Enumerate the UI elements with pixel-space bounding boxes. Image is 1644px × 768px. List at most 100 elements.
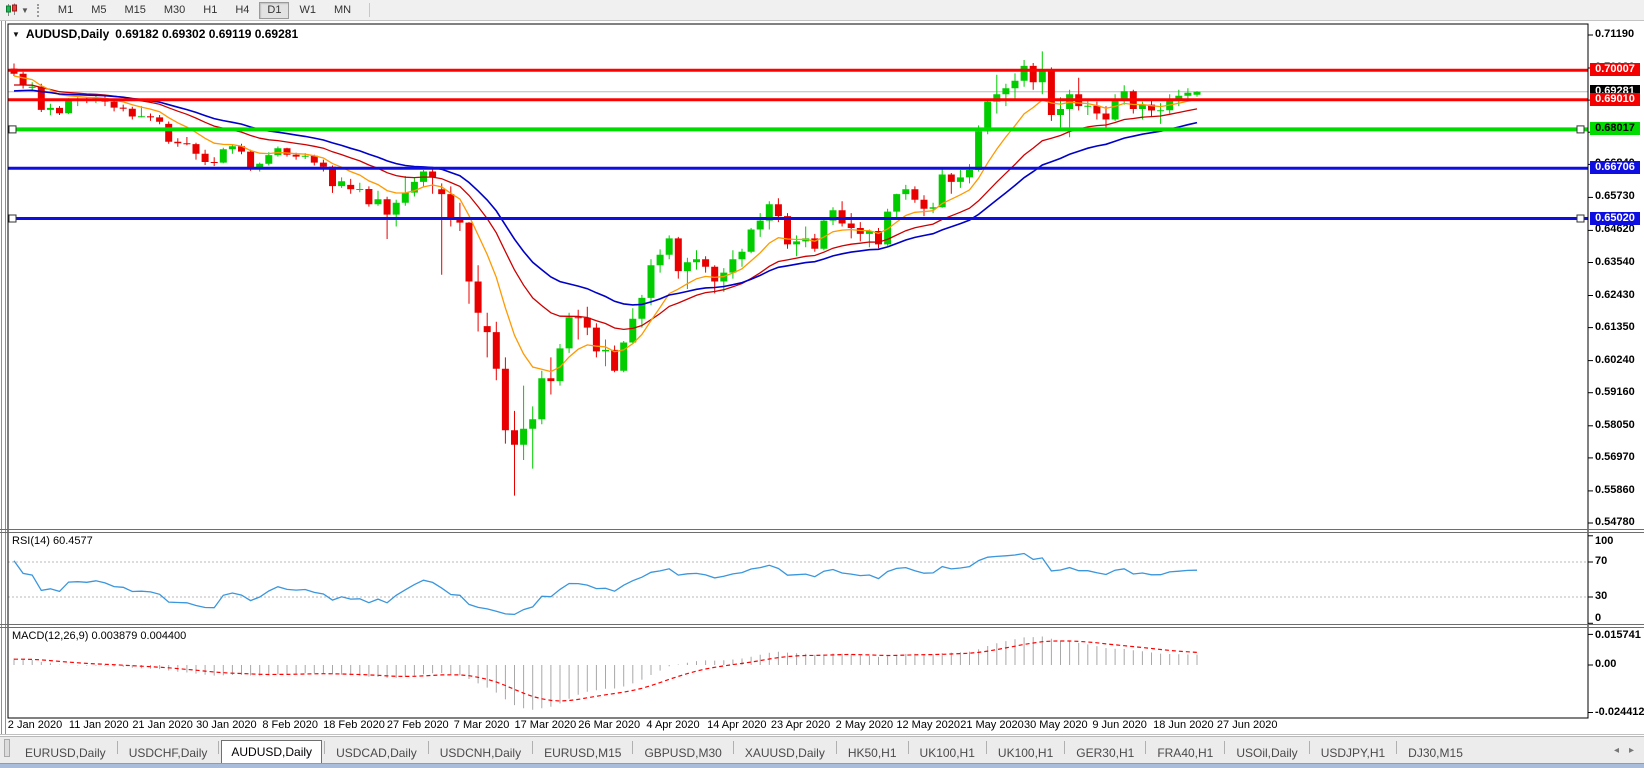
date-axis-label: 30 May 2020 (1023, 719, 1088, 731)
tab-separator (632, 741, 634, 754)
macd-pane[interactable] (13, 636, 1198, 710)
date-axis-label: 4 Apr 2020 (646, 719, 700, 731)
tab-separator (1396, 741, 1398, 754)
rsi-pane[interactable] (8, 552, 1588, 616)
date-axis-label: 11 Jan 2020 (68, 719, 129, 731)
price-axis-tick: 0.58050 (1595, 418, 1635, 431)
chart-tabs: EURUSD,Daily USDCHF,Daily AUDUSD,Daily USDC… (16, 737, 1472, 763)
tab-gbpusd-m30[interactable]: GBPUSD,M30 (644, 746, 722, 760)
price-level-badge: 0.66706 (1590, 161, 1640, 175)
tab-separator (1064, 741, 1066, 754)
tab-scroll-left-icon[interactable]: ◂ (1613, 744, 1619, 756)
line-handle[interactable] (8, 214, 17, 223)
date-axis-label: 30 Jan 2020 (196, 719, 257, 731)
date-axis-label: 8 Feb 2020 (262, 719, 319, 731)
tab-eurusd-daily[interactable]: EURUSD,Daily (25, 746, 106, 760)
toolbar-separator (369, 3, 371, 17)
tab-separator (218, 741, 220, 754)
chart-periods-icon[interactable] (3, 2, 21, 18)
bear-candle-bodies (10, 65, 1155, 445)
timeframe-toolbar: ▼ M1 M5 M15 M30 H1 H4 D1 W1 MN (0, 0, 1644, 21)
tab-usdjpy-h1[interactable]: USDJPY,H1 (1320, 746, 1386, 760)
tab-separator (1308, 741, 1310, 754)
timeframe-button-h4[interactable]: H4 (227, 2, 257, 19)
ma-fast-line[interactable] (13, 75, 1198, 373)
date-axis-label: 7 Mar 2020 (453, 719, 510, 731)
timeframe-button-h1[interactable]: H1 (195, 2, 225, 19)
macd-axis-tick: -0.024412 (1595, 705, 1644, 718)
price-axis-tick: 0.56970 (1595, 450, 1635, 463)
tab-usdcnh-daily[interactable]: USDCNH,Daily (439, 746, 522, 760)
dropdown-arrow-icon[interactable]: ▼ (21, 5, 29, 15)
price-level-badge: 0.70007 (1590, 63, 1640, 77)
tab-ger30-h1[interactable]: GER30,H1 (1076, 746, 1135, 760)
time-scale[interactable]: 2 Jan 2020 11 Jan 2020 21 Jan 2020 30 Jan 2… (8, 716, 1589, 734)
tab-hk50-h1[interactable]: HK50,H1 (847, 746, 897, 760)
price-axis-tick: 0.61350 (1595, 320, 1635, 333)
line-handle[interactable] (1576, 214, 1585, 223)
timeframe-button-m5[interactable]: M5 (83, 2, 114, 19)
tab-usdcad-daily[interactable]: USDCAD,Daily (336, 746, 417, 760)
tab-separator (732, 741, 734, 754)
price-axis-tick: 0.54780 (1595, 516, 1635, 528)
macd-axis-tick: 0.015741 (1595, 629, 1641, 641)
date-axis-label: 18 Jun 2020 (1153, 719, 1214, 731)
date-axis-label: 9 Jun 2020 (1092, 719, 1147, 731)
timeframe-button-mn[interactable]: MN (326, 2, 359, 19)
timeframe-button-m30[interactable]: M30 (156, 2, 193, 19)
ma-slow-line[interactable] (13, 89, 1198, 306)
date-axis-label: 27 Feb 2020 (386, 719, 449, 731)
ma-mid-line[interactable] (14, 84, 1198, 331)
tab-scroll-right-icon[interactable]: ▸ (1628, 744, 1634, 756)
rsi-line (13, 552, 1198, 616)
rsi-axis-tick: 30 (1595, 590, 1608, 602)
date-axis-label: 18 Feb 2020 (323, 719, 385, 731)
timeframe-button-m1[interactable]: M1 (50, 2, 81, 19)
status-strip (0, 762, 1644, 768)
chart-tab-bar: EURUSD,Daily USDCHF,Daily AUDUSD,Daily USDC… (0, 736, 1644, 764)
price-axis-tick: 0.62430 (1595, 288, 1635, 301)
price-axis-tick: 0.60240 (1595, 353, 1635, 366)
timeframe-buttons: M1 M5 M15 M30 H1 H4 D1 W1 MN (50, 1, 359, 19)
symbol-period-label: AUDUSD,Daily (25, 27, 110, 41)
title-dropdown-icon[interactable]: ▼ (12, 29, 20, 39)
bull-candle-wicks (31, 51, 1198, 469)
line-handle[interactable] (8, 125, 17, 134)
tab-usoil-daily[interactable]: USOil,Daily (1236, 746, 1298, 760)
tab-xauusd-daily[interactable]: XAUUSD,Daily (744, 746, 825, 760)
timeframe-button-m15[interactable]: M15 (116, 2, 153, 19)
date-axis-label: 27 Jun 2020 (1216, 719, 1278, 731)
price-scale[interactable]: 0.711900.700800.690000.679200.668400.657… (1589, 22, 1644, 733)
tab-audusd-daily[interactable]: AUDUSD,Daily (221, 740, 323, 763)
rsi-axis-tick: 0 (1595, 612, 1602, 624)
date-axis-label: 14 Apr 2020 (707, 719, 767, 731)
tab-uk100-h1[interactable]: UK100,H1 (997, 746, 1054, 760)
tab-fra40-h1[interactable]: FRA40,H1 (1157, 746, 1214, 760)
macd-histogram (13, 636, 1198, 710)
timeframe-button-d1[interactable]: D1 (259, 1, 290, 19)
tab-separator (1224, 741, 1226, 754)
tab-usdchf-daily[interactable]: USDCHF,Daily (128, 746, 208, 760)
date-axis-label: 23 Apr 2020 (770, 719, 831, 731)
price-axis-tick: 0.64620 (1595, 223, 1635, 236)
tab-uk100-h1[interactable]: UK100,H1 (919, 746, 975, 760)
line-handle[interactable] (1576, 125, 1585, 134)
main-pane[interactable] (8, 51, 1588, 496)
price-axis-tick: 0.71190 (1595, 28, 1635, 40)
tab-separator (116, 741, 118, 754)
plot-frame (7, 23, 1589, 719)
tab-bar-grip[interactable] (4, 739, 10, 757)
timeframe-button-w1[interactable]: W1 (291, 2, 324, 19)
rsi-axis-tick: 100 (1595, 535, 1614, 547)
tab-separator (324, 741, 326, 754)
date-axis-label: 21 May 2020 (960, 719, 1024, 731)
macd-axis-tick: 0.00 (1595, 658, 1617, 670)
tab-separator (835, 741, 837, 754)
toolbar-grip-handle[interactable] (36, 3, 42, 17)
tab-dj30-m15[interactable]: DJ30,M15 (1408, 746, 1463, 760)
tab-separator (907, 741, 909, 754)
rsi-indicator-label: RSI(14) 60.4577 (12, 535, 93, 547)
tab-eurusd-m15[interactable]: EURUSD,M15 (544, 746, 622, 760)
